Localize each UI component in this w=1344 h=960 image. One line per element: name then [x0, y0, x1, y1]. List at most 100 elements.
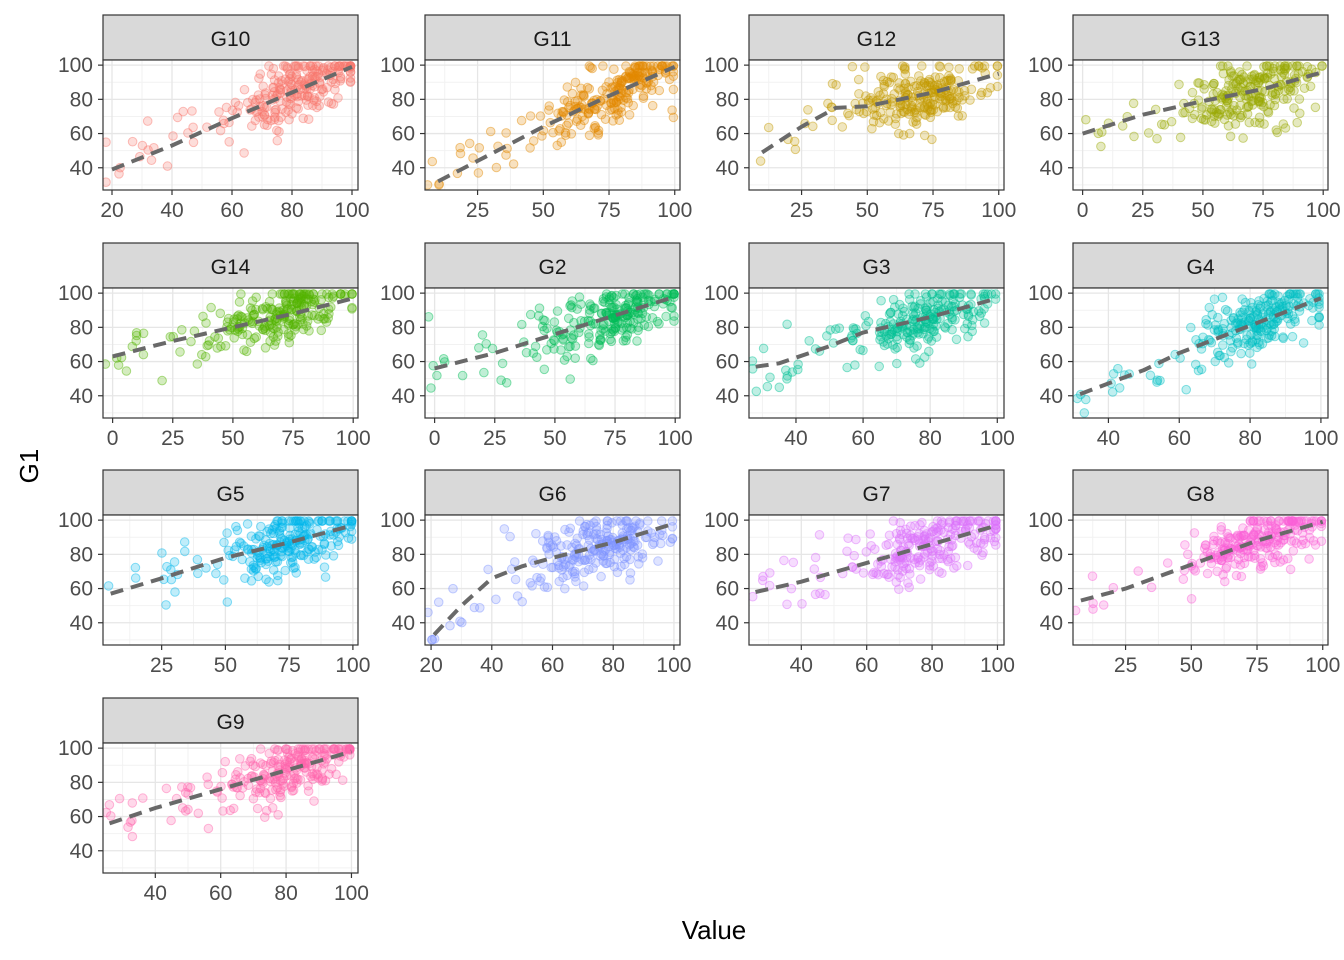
data-point — [177, 782, 187, 792]
data-point — [212, 343, 223, 353]
data-point — [1293, 516, 1304, 527]
data-point — [1231, 570, 1242, 581]
data-point — [894, 128, 904, 139]
data-point — [910, 301, 920, 312]
data-point — [669, 316, 679, 326]
data-point — [604, 308, 614, 318]
data-point — [293, 744, 304, 754]
data-point — [588, 355, 598, 366]
data-point — [941, 102, 951, 113]
data-point — [296, 298, 307, 308]
data-point — [572, 95, 583, 106]
data-point — [1263, 300, 1273, 310]
data-point — [911, 105, 921, 115]
data-point — [610, 543, 621, 554]
data-point — [1239, 338, 1249, 349]
data-point — [1269, 319, 1279, 329]
data-point — [290, 545, 300, 555]
data-point — [1238, 530, 1249, 541]
data-point — [327, 289, 338, 299]
data-point — [1245, 516, 1256, 526]
data-point — [909, 324, 919, 335]
data-point — [886, 307, 896, 318]
data-point — [1295, 289, 1306, 299]
data-point — [1270, 549, 1280, 559]
facet-strip — [748, 469, 1005, 516]
data-point — [289, 516, 299, 526]
data-point — [956, 289, 967, 299]
data-point — [329, 744, 339, 754]
data-point — [1261, 301, 1271, 311]
data-point — [978, 289, 989, 299]
data-point — [919, 352, 930, 362]
data-point — [928, 314, 939, 325]
data-point — [301, 321, 312, 331]
data-point — [861, 547, 872, 557]
data-point — [1279, 63, 1289, 74]
data-point — [1270, 289, 1280, 299]
data-point — [928, 319, 939, 329]
data-point — [583, 109, 594, 119]
data-point — [299, 745, 310, 756]
data-point — [236, 538, 246, 549]
data-point — [560, 560, 571, 570]
data-point — [251, 564, 261, 575]
data-point — [890, 113, 901, 124]
data-point — [290, 325, 300, 335]
data-point — [898, 130, 909, 140]
data-point — [601, 100, 612, 110]
data-point — [455, 148, 466, 159]
data-point — [1267, 88, 1278, 98]
data-point — [599, 551, 609, 561]
data-point — [921, 305, 932, 316]
data-point — [305, 61, 316, 71]
data-point — [1228, 313, 1239, 324]
data-point — [790, 144, 801, 155]
data-point — [544, 105, 554, 115]
data-point — [270, 744, 280, 754]
data-point — [977, 550, 987, 561]
data-point — [556, 345, 566, 355]
data-point — [1278, 333, 1289, 344]
point-cloud — [755, 61, 1003, 166]
x-tick-label: 25 — [483, 427, 506, 450]
data-point — [618, 95, 629, 105]
data-point — [1269, 100, 1280, 111]
data-point — [656, 61, 667, 71]
facet-strip-label: G6 — [538, 483, 566, 506]
data-point — [130, 562, 141, 573]
data-point — [243, 544, 253, 554]
data-point — [552, 140, 563, 151]
data-point — [909, 107, 920, 118]
data-point — [1261, 325, 1272, 336]
data-point — [297, 291, 308, 301]
data-point — [954, 64, 965, 74]
data-point — [345, 745, 355, 756]
data-point — [1117, 121, 1128, 131]
data-point — [611, 299, 621, 310]
data-point — [554, 563, 564, 573]
panel-border — [1072, 59, 1329, 191]
data-point — [951, 516, 961, 526]
data-point — [641, 312, 652, 322]
x-tick-label: 20 — [419, 654, 442, 677]
data-point — [1298, 338, 1309, 348]
data-point — [895, 517, 906, 528]
data-point — [578, 581, 589, 591]
data-point — [618, 76, 628, 86]
data-point — [264, 577, 274, 587]
data-point — [1291, 538, 1302, 548]
data-point — [895, 555, 905, 565]
data-point — [1073, 393, 1083, 404]
data-point — [554, 126, 564, 136]
data-point — [914, 560, 925, 571]
data-point — [1290, 520, 1300, 530]
data-point — [637, 292, 648, 303]
data-point — [613, 318, 623, 328]
data-point — [846, 333, 856, 343]
data-point — [1180, 107, 1190, 118]
data-point — [797, 599, 807, 609]
data-point — [1314, 312, 1324, 323]
data-point — [668, 112, 679, 123]
data-point — [875, 107, 886, 118]
